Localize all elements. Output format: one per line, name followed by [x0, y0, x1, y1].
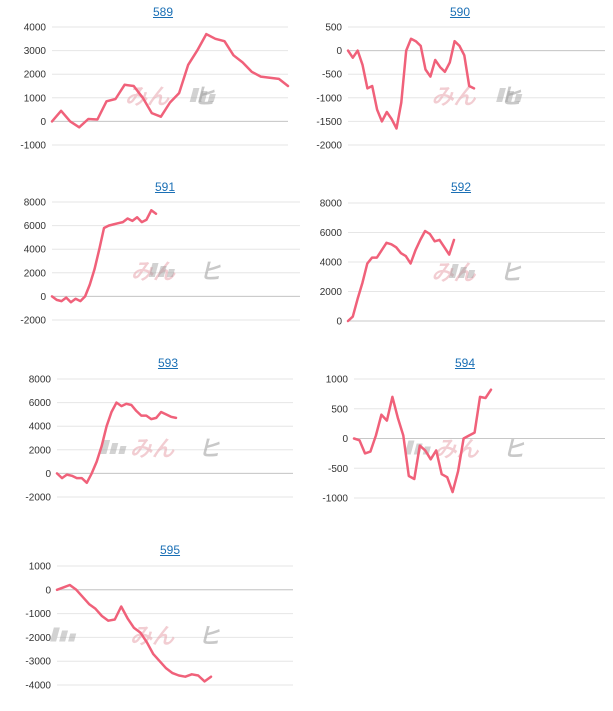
watermark-logo	[50, 627, 60, 642]
watermark-logo	[467, 270, 476, 278]
y-tick-label: -1500	[316, 117, 342, 128]
watermark-logo: ヒ	[193, 84, 215, 109]
y-tick-label: -1000	[316, 93, 342, 104]
watermark-logo	[458, 267, 467, 278]
y-tick-label: 0	[40, 117, 46, 128]
series-line	[346, 37, 476, 130]
y-tick-label: 4000	[29, 422, 52, 433]
y-tick-label: 0	[336, 46, 342, 57]
watermark-logo	[505, 91, 515, 102]
y-tick-label: 1000	[326, 375, 349, 386]
chart-title-link[interactable]: 591	[154, 180, 176, 194]
watermark-logo: ヒ	[198, 624, 220, 649]
watermark-logo	[514, 94, 523, 102]
y-tick-label: -4000	[25, 681, 51, 692]
chart-title-link[interactable]: 592	[450, 180, 472, 194]
y-tick-label: 2000	[24, 268, 47, 279]
y-tick-label: 2000	[24, 70, 47, 81]
y-tick-label: 2000	[29, 445, 52, 456]
y-tick-label: -500	[322, 70, 342, 81]
watermark-logo: ヒ	[500, 260, 522, 285]
chart-title-link[interactable]: 590	[449, 5, 471, 19]
y-tick-label: 3000	[24, 46, 47, 57]
y-tick-label: 0	[45, 469, 51, 480]
y-tick-label: 6000	[320, 228, 343, 239]
watermark-logo: みん	[435, 437, 480, 462]
watermark-logo: みん	[432, 84, 477, 109]
watermark-logo	[157, 266, 167, 277]
watermark-logo: みん	[131, 259, 176, 284]
chart-title-link[interactable]: 589	[152, 5, 174, 19]
watermark-logo	[100, 440, 111, 454]
y-tick-label: -1000	[25, 609, 51, 620]
watermark-logo	[189, 88, 200, 102]
y-tick-label: -500	[328, 464, 348, 475]
y-tick-label: 1000	[24, 93, 47, 104]
watermark-logo	[449, 264, 459, 278]
y-tick-label: -2000	[316, 141, 342, 152]
watermark-logo	[198, 91, 208, 102]
y-tick-label: 500	[325, 23, 342, 34]
y-tick-label: -3000	[25, 657, 51, 668]
y-tick-label: 0	[342, 434, 348, 445]
y-tick-label: -2000	[25, 493, 51, 504]
watermark-logo	[404, 440, 415, 455]
y-tick-label: 1000	[29, 562, 52, 573]
watermark-logo	[148, 263, 159, 277]
watermark-logo: ヒ	[199, 259, 221, 284]
y-tick-label: -2000	[20, 316, 46, 327]
series-line	[346, 229, 456, 323]
watermark-logo: みん	[130, 436, 175, 461]
watermark-logo	[422, 446, 431, 455]
watermark-logo: みん	[130, 624, 175, 649]
y-tick-label: 6000	[24, 221, 47, 232]
chart-title-link[interactable]: 594	[454, 356, 476, 370]
series-line	[50, 209, 158, 304]
series-line	[55, 583, 213, 683]
watermark-logo	[59, 630, 69, 642]
y-tick-label: 0	[45, 585, 51, 596]
watermark-logo	[118, 446, 127, 454]
y-tick-label: -1000	[322, 494, 348, 505]
y-tick-label: 0	[336, 317, 342, 328]
y-tick-label: -2000	[25, 633, 51, 644]
series-line	[55, 401, 178, 485]
y-tick-label: 8000	[29, 375, 52, 386]
series-line	[50, 32, 290, 129]
y-tick-label: 6000	[29, 398, 52, 409]
watermark-logo: ヒ	[503, 437, 525, 462]
watermark-logo	[109, 443, 119, 454]
watermark-logo	[166, 269, 175, 277]
y-tick-label: 2000	[320, 287, 343, 298]
chart-title-link[interactable]: 593	[157, 356, 179, 370]
watermark-logo	[496, 88, 506, 102]
y-tick-label: 4000	[24, 245, 47, 256]
watermark-logo: みん	[125, 84, 170, 109]
watermark-logo: みん	[432, 260, 477, 285]
y-tick-label: 500	[331, 404, 348, 415]
watermark-logo	[68, 633, 77, 642]
y-tick-label: 4000	[320, 258, 343, 269]
y-tick-label: -1000	[20, 141, 46, 152]
y-tick-label: 8000	[24, 198, 47, 209]
y-tick-label: 0	[40, 292, 46, 303]
y-tick-label: 4000	[24, 23, 47, 34]
watermark-logo: ヒ	[500, 84, 522, 109]
series-line	[352, 388, 493, 494]
watermark-logo: ヒ	[198, 436, 220, 461]
watermark-logo	[207, 94, 216, 102]
watermark-logo	[413, 443, 423, 455]
y-tick-label: 8000	[320, 199, 343, 210]
chart-title-link[interactable]: 595	[159, 543, 181, 557]
